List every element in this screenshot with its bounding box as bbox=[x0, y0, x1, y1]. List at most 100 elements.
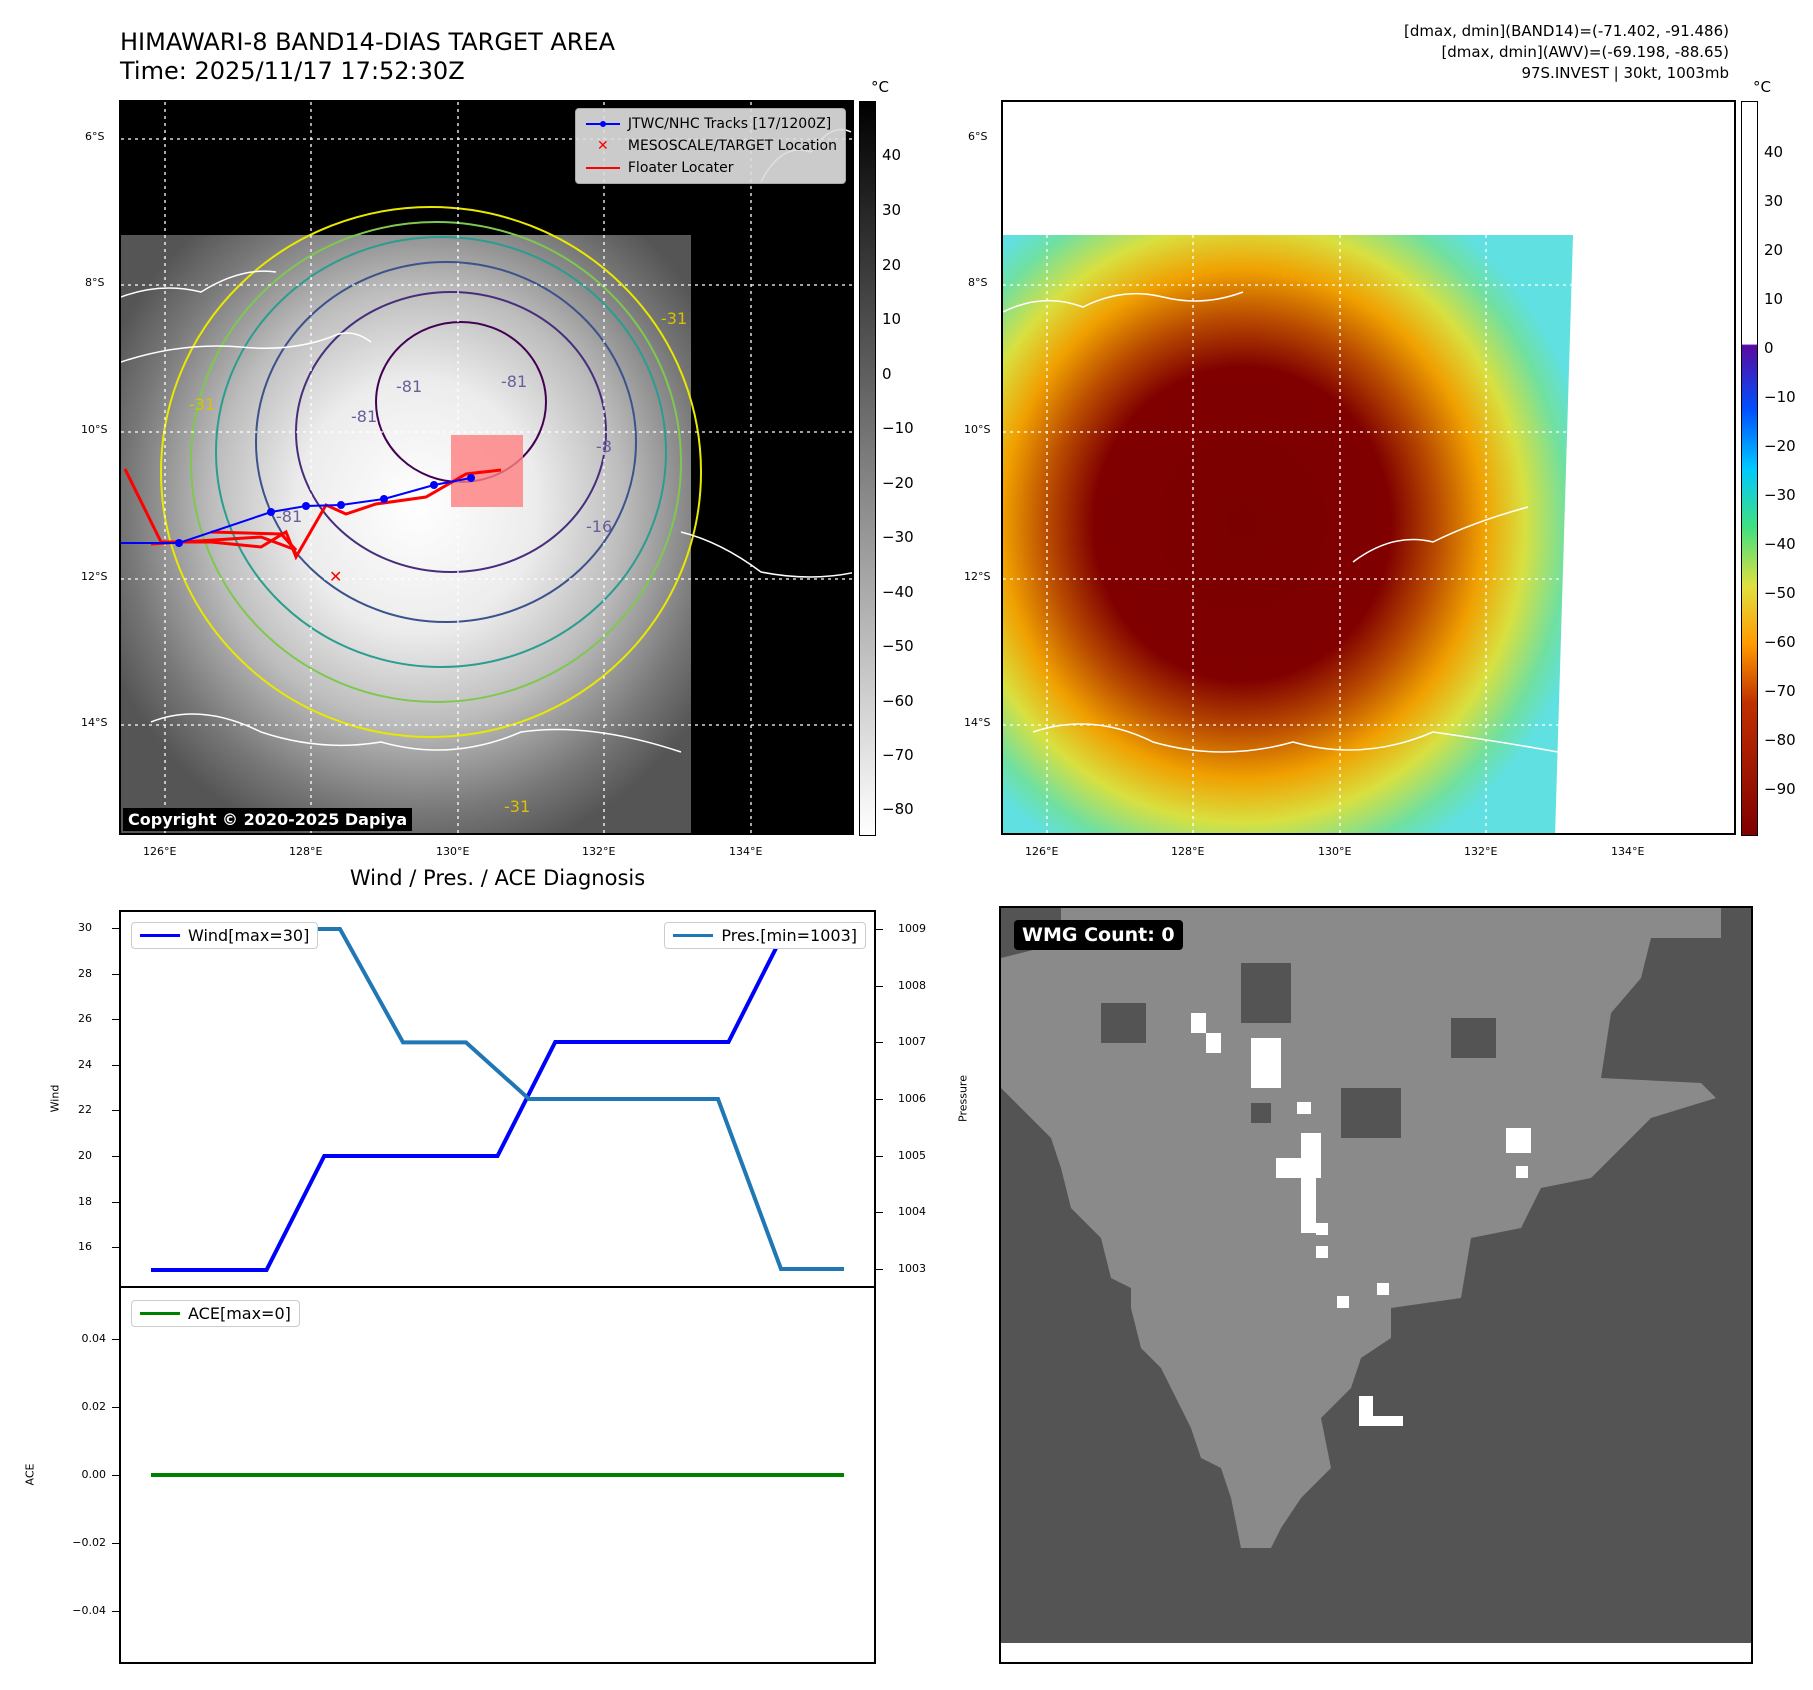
ace-tick: −0.04 bbox=[72, 1604, 106, 1617]
cb-tick: −70 bbox=[882, 746, 914, 764]
wind-axis-label: Wind bbox=[48, 1084, 62, 1113]
pressure-tick: 1004 bbox=[898, 1205, 926, 1219]
pressure-axis-label: Pressure bbox=[956, 1075, 970, 1122]
awv-map bbox=[1003, 102, 1734, 833]
ace-tick-mark bbox=[112, 1543, 119, 1544]
pressure-legend: Pres.[min=1003] bbox=[664, 922, 866, 949]
legend-label: MESOSCALE/TARGET Location bbox=[627, 138, 837, 154]
track-legend-icon bbox=[585, 121, 620, 127]
ir-colorbar bbox=[859, 101, 876, 836]
contour-label: -31 bbox=[661, 309, 687, 328]
pressure-tick: 1009 bbox=[898, 922, 926, 935]
contour-31 bbox=[160, 206, 702, 738]
lat-tick: 8°S bbox=[968, 276, 988, 289]
diagnosis-title: Wind / Pres. / ACE Diagnosis bbox=[349, 866, 646, 890]
pressure-tick-mark bbox=[876, 929, 883, 930]
ir-map-panel[interactable]: ✕ -81 -81 -81 -81 -31 -31 -31 -16 -8 JTW… bbox=[119, 100, 854, 835]
pressure-tick-mark bbox=[876, 1212, 883, 1214]
ace-tick-mark bbox=[112, 1611, 119, 1612]
pressure-legend-swatch bbox=[673, 934, 714, 937]
wmg-white-pixels bbox=[1191, 1013, 1531, 1426]
ir-image bbox=[121, 235, 691, 833]
awv-map-panel[interactable] bbox=[1001, 100, 1736, 835]
cb-tick: −90 bbox=[1764, 780, 1796, 798]
ace-tick-mark bbox=[112, 1407, 119, 1408]
pressure-tick-mark bbox=[876, 985, 883, 987]
coastline bbox=[121, 270, 277, 298]
coastline bbox=[121, 332, 372, 363]
wmg-dark-patches bbox=[1101, 963, 1496, 1138]
ace-chart[interactable]: ACE[max=0] bbox=[119, 1286, 876, 1664]
legend-item-target: ✕ MESOSCALE/TARGET Location bbox=[584, 135, 837, 157]
pressure-tick: 1005 bbox=[898, 1148, 926, 1162]
wind-tick-mark bbox=[112, 1019, 119, 1021]
cb-tick: 20 bbox=[882, 256, 902, 274]
wind-tick-mark bbox=[112, 927, 119, 929]
contour-50 bbox=[190, 221, 682, 703]
cb-tick: −10 bbox=[1764, 388, 1796, 406]
wind-legend-swatch bbox=[140, 934, 180, 937]
ace-legend-label: ACE[max=0] bbox=[188, 1304, 291, 1323]
pressure-tick-mark bbox=[876, 1099, 883, 1100]
wmg-map bbox=[1001, 908, 1751, 1662]
wind-tick: 28 bbox=[78, 966, 92, 980]
cb-tick: −40 bbox=[1764, 535, 1796, 553]
lon-tick: 128°E bbox=[1171, 845, 1205, 858]
legend-item-floater: Floater Locater bbox=[584, 157, 837, 179]
cb-tick: −60 bbox=[1764, 633, 1796, 651]
wind-pressure-chart[interactable]: Wind[max=30] Pres.[min=1003] bbox=[119, 910, 876, 1288]
contour-label: -81 bbox=[276, 507, 302, 526]
jtwc-track-line bbox=[121, 477, 472, 544]
ir-map: ✕ -81 -81 -81 -81 -31 -31 -31 -16 -8 bbox=[121, 102, 852, 833]
wind-tick-mark bbox=[112, 1247, 119, 1249]
cb-tick: −10 bbox=[882, 419, 914, 437]
cb-tick: 10 bbox=[882, 310, 902, 328]
cb-tick: 30 bbox=[1764, 192, 1784, 210]
contour-label: -81 bbox=[396, 377, 422, 396]
lat-tick: 12°S bbox=[81, 570, 108, 583]
band14-range: [dmax, dmin](BAND14)=(-71.402, -91.486) bbox=[1404, 22, 1729, 40]
pressure-tick: 1003 bbox=[898, 1262, 926, 1275]
contour-label: -31 bbox=[189, 395, 215, 414]
contour-60 bbox=[215, 236, 667, 668]
lat-tick: 6°S bbox=[85, 130, 105, 143]
contour-label: -81 bbox=[501, 372, 527, 391]
pressure-tick-mark bbox=[876, 1155, 883, 1157]
wmg-panel[interactable]: WMG Count: 0 bbox=[999, 906, 1753, 1664]
lat-tick: 14°S bbox=[964, 716, 991, 729]
lon-tick: 126°E bbox=[143, 845, 177, 858]
lon-tick: 134°E bbox=[1611, 845, 1645, 858]
ace-tick: 0.04 bbox=[81, 1332, 107, 1345]
wmg-no-data bbox=[1001, 1643, 1751, 1662]
contour-labels: -81 -81 -81 -81 -31 -31 -31 -16 -8 bbox=[189, 309, 687, 816]
ace-plot bbox=[151, 1473, 844, 1477]
cb-tick: 10 bbox=[1764, 290, 1784, 308]
contour-label: -81 bbox=[351, 407, 377, 426]
jtwc-track-points bbox=[175, 474, 475, 547]
wind-pressure-plot bbox=[151, 925, 844, 1273]
contour-label: -16 bbox=[586, 517, 612, 536]
ace-tick: −0.02 bbox=[72, 1536, 106, 1549]
contour-label: -8 bbox=[596, 437, 612, 456]
lon-tick: 130°E bbox=[436, 845, 470, 858]
pressure-legend-label: Pres.[min=1003] bbox=[721, 926, 857, 945]
cb-tick: 20 bbox=[1764, 241, 1784, 259]
cb-tick: −50 bbox=[882, 637, 914, 655]
wind-series-line bbox=[151, 925, 844, 1273]
wmg-region bbox=[1001, 908, 1721, 1548]
awv-range: [dmax, dmin](AWV)=(-69.198, -88.65) bbox=[1441, 43, 1729, 61]
ace-axis-label: ACE bbox=[23, 1463, 37, 1486]
cb-tick: 0 bbox=[882, 365, 892, 383]
pressure-tick-mark bbox=[876, 1269, 883, 1270]
ir-legend: JTWC/NHC Tracks [17/1200Z] ✕ MESOSCALE/T… bbox=[574, 108, 846, 184]
wind-tick: 22 bbox=[78, 1103, 92, 1117]
pressure-tick: 1008 bbox=[898, 978, 926, 992]
cb-tick: 0 bbox=[1764, 339, 1774, 357]
wind-tick-mark bbox=[112, 1156, 119, 1157]
pressure-tick: 1007 bbox=[898, 1035, 926, 1049]
wind-tick: 16 bbox=[78, 1240, 92, 1254]
pressure-tick: 1006 bbox=[898, 1092, 926, 1105]
pressure-tick-mark bbox=[876, 1042, 883, 1044]
lat-tick: 14°S bbox=[81, 716, 108, 729]
cb-tick: −20 bbox=[882, 474, 914, 492]
